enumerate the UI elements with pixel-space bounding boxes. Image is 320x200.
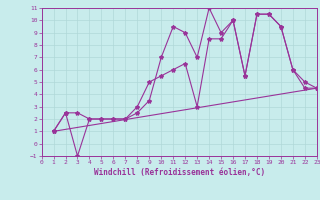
- X-axis label: Windchill (Refroidissement éolien,°C): Windchill (Refroidissement éolien,°C): [94, 168, 265, 177]
